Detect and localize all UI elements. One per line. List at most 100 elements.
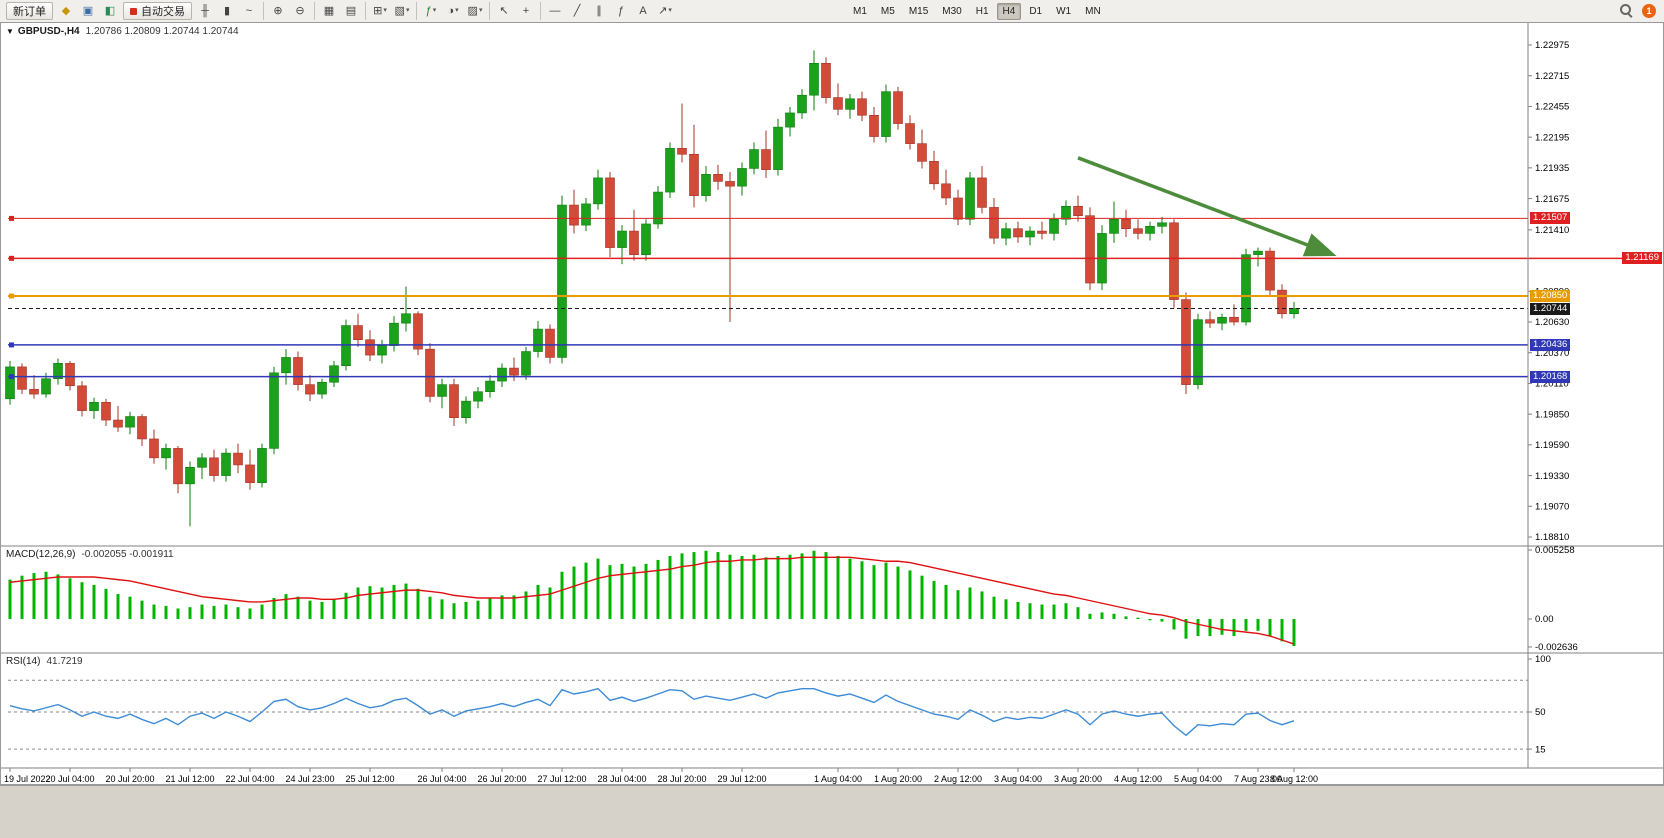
candlestick-chart-icon[interactable]: ▮ [223,5,231,17]
trendline-icon[interactable]: ╱ [573,5,581,17]
search-icon[interactable] [1619,3,1634,18]
svg-text:1 Aug 04:00: 1 Aug 04:00 [814,774,862,784]
svg-text:1.20890: 1.20890 [1535,286,1569,297]
svg-text:1.20370: 1.20370 [1535,348,1569,359]
rsi-axis-label: 15 [1535,744,1546,755]
svg-text:5 Aug 04:00: 5 Aug 04:00 [1174,774,1222,784]
svg-text:1.20630: 1.20630 [1535,317,1569,328]
svg-text:1.22715: 1.22715 [1535,71,1569,82]
tool-icon-groups: ╫ ▮ ~ ⊕ ⊖ ▦ ▤ ⊞ ▾ ▧ ▾ ƒ ▾ ◑ ▾ ▨ ▾ ↖ + — ╱ ∥ ƒ A ↗ ▾ [194,2,676,20]
svg-text:1.21675: 1.21675 [1535,194,1569,205]
svg-text:7 Aug 23:00: 7 Aug 23:00 [1234,774,1282,784]
trend-arrow[interactable] [1077,156,1337,257]
channel-icon[interactable]: ∥ [596,5,602,17]
svg-text:8 Aug 12:00: 8 Aug 12:00 [1270,774,1318,784]
hline-1.21507[interactable] [8,215,1528,221]
chevron-down-icon: ▾ [478,7,483,14]
timeframe-m15-button[interactable]: M15 [908,5,929,17]
macd-signal-line [9,556,1295,645]
svg-text:3 Aug 04:00: 3 Aug 04:00 [994,774,1042,784]
data-window-icon[interactable]: ▣ [82,5,94,17]
svg-text:1.18810: 1.18810 [1535,532,1569,543]
chevron-down-icon: ▾ [668,7,672,14]
window-bottom-strip [0,785,1664,838]
arrows-icon[interactable]: ↗ ▾ [655,1,675,21]
timeframe-d1-button[interactable]: D1 [1029,5,1043,17]
toolbar-right-group: 1 [1619,3,1656,18]
period-icon[interactable]: ◑ ▾ [443,1,463,21]
rsi-line [9,687,1295,737]
macd-axis-label: 0.00 [1535,614,1554,625]
timeframe-h4-button[interactable]: H4 [996,2,1022,20]
fibonacci-icon[interactable]: ƒ [617,5,625,17]
toolbar: 新订单 ◆ ▣ ◧ 自动交易 ╫ ▮ ~ ⊕ ⊖ ▦ ▤ ⊞ ▾ ▧ ▾ ƒ ▾ ◑ ▾ ▨ ▾ ↖ + — ╱ ∥ ƒ A ↗ ▾ … [0,0,1664,23]
toolbar-group: ƒ ▾ ◑ ▾ ▨ ▾ [416,2,486,20]
hline-1.20850[interactable] [8,293,1528,299]
toolbar-group: ╫ ▮ ~ [194,2,260,20]
market-watch-icon[interactable]: ◆ [61,5,71,17]
timeframe-m1-button[interactable]: M1 [853,5,867,17]
cursor-icon[interactable]: ↖ [499,5,509,17]
zoom-out-icon[interactable]: ⊖ [295,5,305,17]
svg-text:19 Jul 2022: 19 Jul 2022 [4,774,51,784]
text-icon[interactable]: A [639,5,647,17]
rsi-axis-label: 100 [1535,654,1551,665]
svg-text:28 Jul 04:00: 28 Jul 04:00 [597,774,646,784]
price-axis: 1.22975 1.22715 1.22455 1.22195 1.21935 1.216… [1528,40,1569,543]
indicators-icon[interactable]: ƒ ▾ [421,1,441,21]
toolbar-left-group: 新订单 ◆ ▣ ◧ 自动交易 ╫ ▮ ~ ⊕ ⊖ ▦ ▤ ⊞ ▾ ▧ ▾ ƒ ▾ ◑ ▾ ▨ ▾ ↖ + — ╱ ∥ ƒ A ↗ ▾ [0,0,676,22]
timeframe-h1-button[interactable]: H1 [975,5,989,17]
macd-axis-label: 0.005258 [1535,545,1575,556]
grid-icon[interactable]: ▦ [323,5,335,17]
timeframe-w1-button[interactable]: W1 [1056,5,1072,17]
candlestick-series [5,50,1299,527]
bar-chart-icon[interactable]: ╫ [201,5,209,17]
toolbar-group: ⊕ ⊖ [263,2,311,20]
chart-canvas[interactable]: 1.22975 1.22715 1.22455 1.22195 1.21935 1.216… [0,22,1664,785]
svg-text:1.21935: 1.21935 [1535,163,1569,174]
crosshair-icon[interactable]: + [522,5,530,17]
svg-text:3 Aug 20:00: 3 Aug 20:00 [1054,774,1102,784]
hline-1.20168[interactable] [8,374,1528,380]
svg-text:27 Jul 12:00: 27 Jul 12:00 [537,774,586,784]
auto-trading-button[interactable]: 自动交易 [123,2,192,20]
zoom-in-icon[interactable]: ⊕ [273,5,283,17]
new-order-button[interactable]: 新订单 [6,2,53,20]
standard-icons-group: ◆ ▣ ◧ [55,2,121,20]
svg-text:25 Jul 12:00: 25 Jul 12:00 [345,774,394,784]
hline-1.20436[interactable] [8,342,1528,348]
line-chart-icon[interactable]: ~ [245,5,253,17]
chevron-down-icon: ▾ [383,7,387,14]
tile-windows-icon[interactable]: ▤ [345,5,357,17]
svg-text:26 Jul 04:00: 26 Jul 04:00 [417,774,466,784]
navigator-icon[interactable]: ◧ [104,5,116,17]
timeframe-m5-button[interactable]: M5 [880,5,895,17]
svg-text:22 Jul 04:00: 22 Jul 04:00 [225,774,274,784]
svg-text:21 Jul 12:00: 21 Jul 12:00 [165,774,214,784]
timeframe-toolbar: M1 M5 M15 M30 H1 H4 D1 W1 MN [846,1,1108,21]
hline-1.21169[interactable] [8,255,1660,261]
svg-text:1.20110: 1.20110 [1535,379,1569,390]
macd-axis-label: -0.002636 [1535,642,1578,653]
timeframe-m30-button[interactable]: M30 [942,5,962,17]
toolbar-group: ↖ + [489,2,537,20]
svg-text:1.19070: 1.19070 [1535,501,1569,512]
svg-text:1.22195: 1.22195 [1535,132,1569,143]
timeframe-mn-button[interactable]: MN [1085,5,1101,17]
svg-text:28 Jul 20:00: 28 Jul 20:00 [657,774,706,784]
toolbar-group: — ╱ ∥ ƒ A ↗ ▾ [540,2,676,20]
notification-badge[interactable]: 1 [1642,3,1656,18]
horizontal-line-icon[interactable]: — [549,5,561,17]
profiles-icon[interactable]: ▧ ▾ [392,1,412,21]
svg-text:1 Aug 20:00: 1 Aug 20:00 [874,774,922,784]
new-chart-icon[interactable]: ⊞ ▾ [370,1,390,21]
auto-trading-status-icon [130,7,137,15]
svg-text:1.22455: 1.22455 [1535,102,1569,113]
auto-trading-label: 自动交易 [141,6,185,18]
svg-text:29 Jul 12:00: 29 Jul 12:00 [717,774,766,784]
template-icon[interactable]: ▨ ▾ [465,1,485,21]
svg-text:1.21410: 1.21410 [1535,225,1569,236]
chevron-down-icon: ▾ [405,7,410,14]
